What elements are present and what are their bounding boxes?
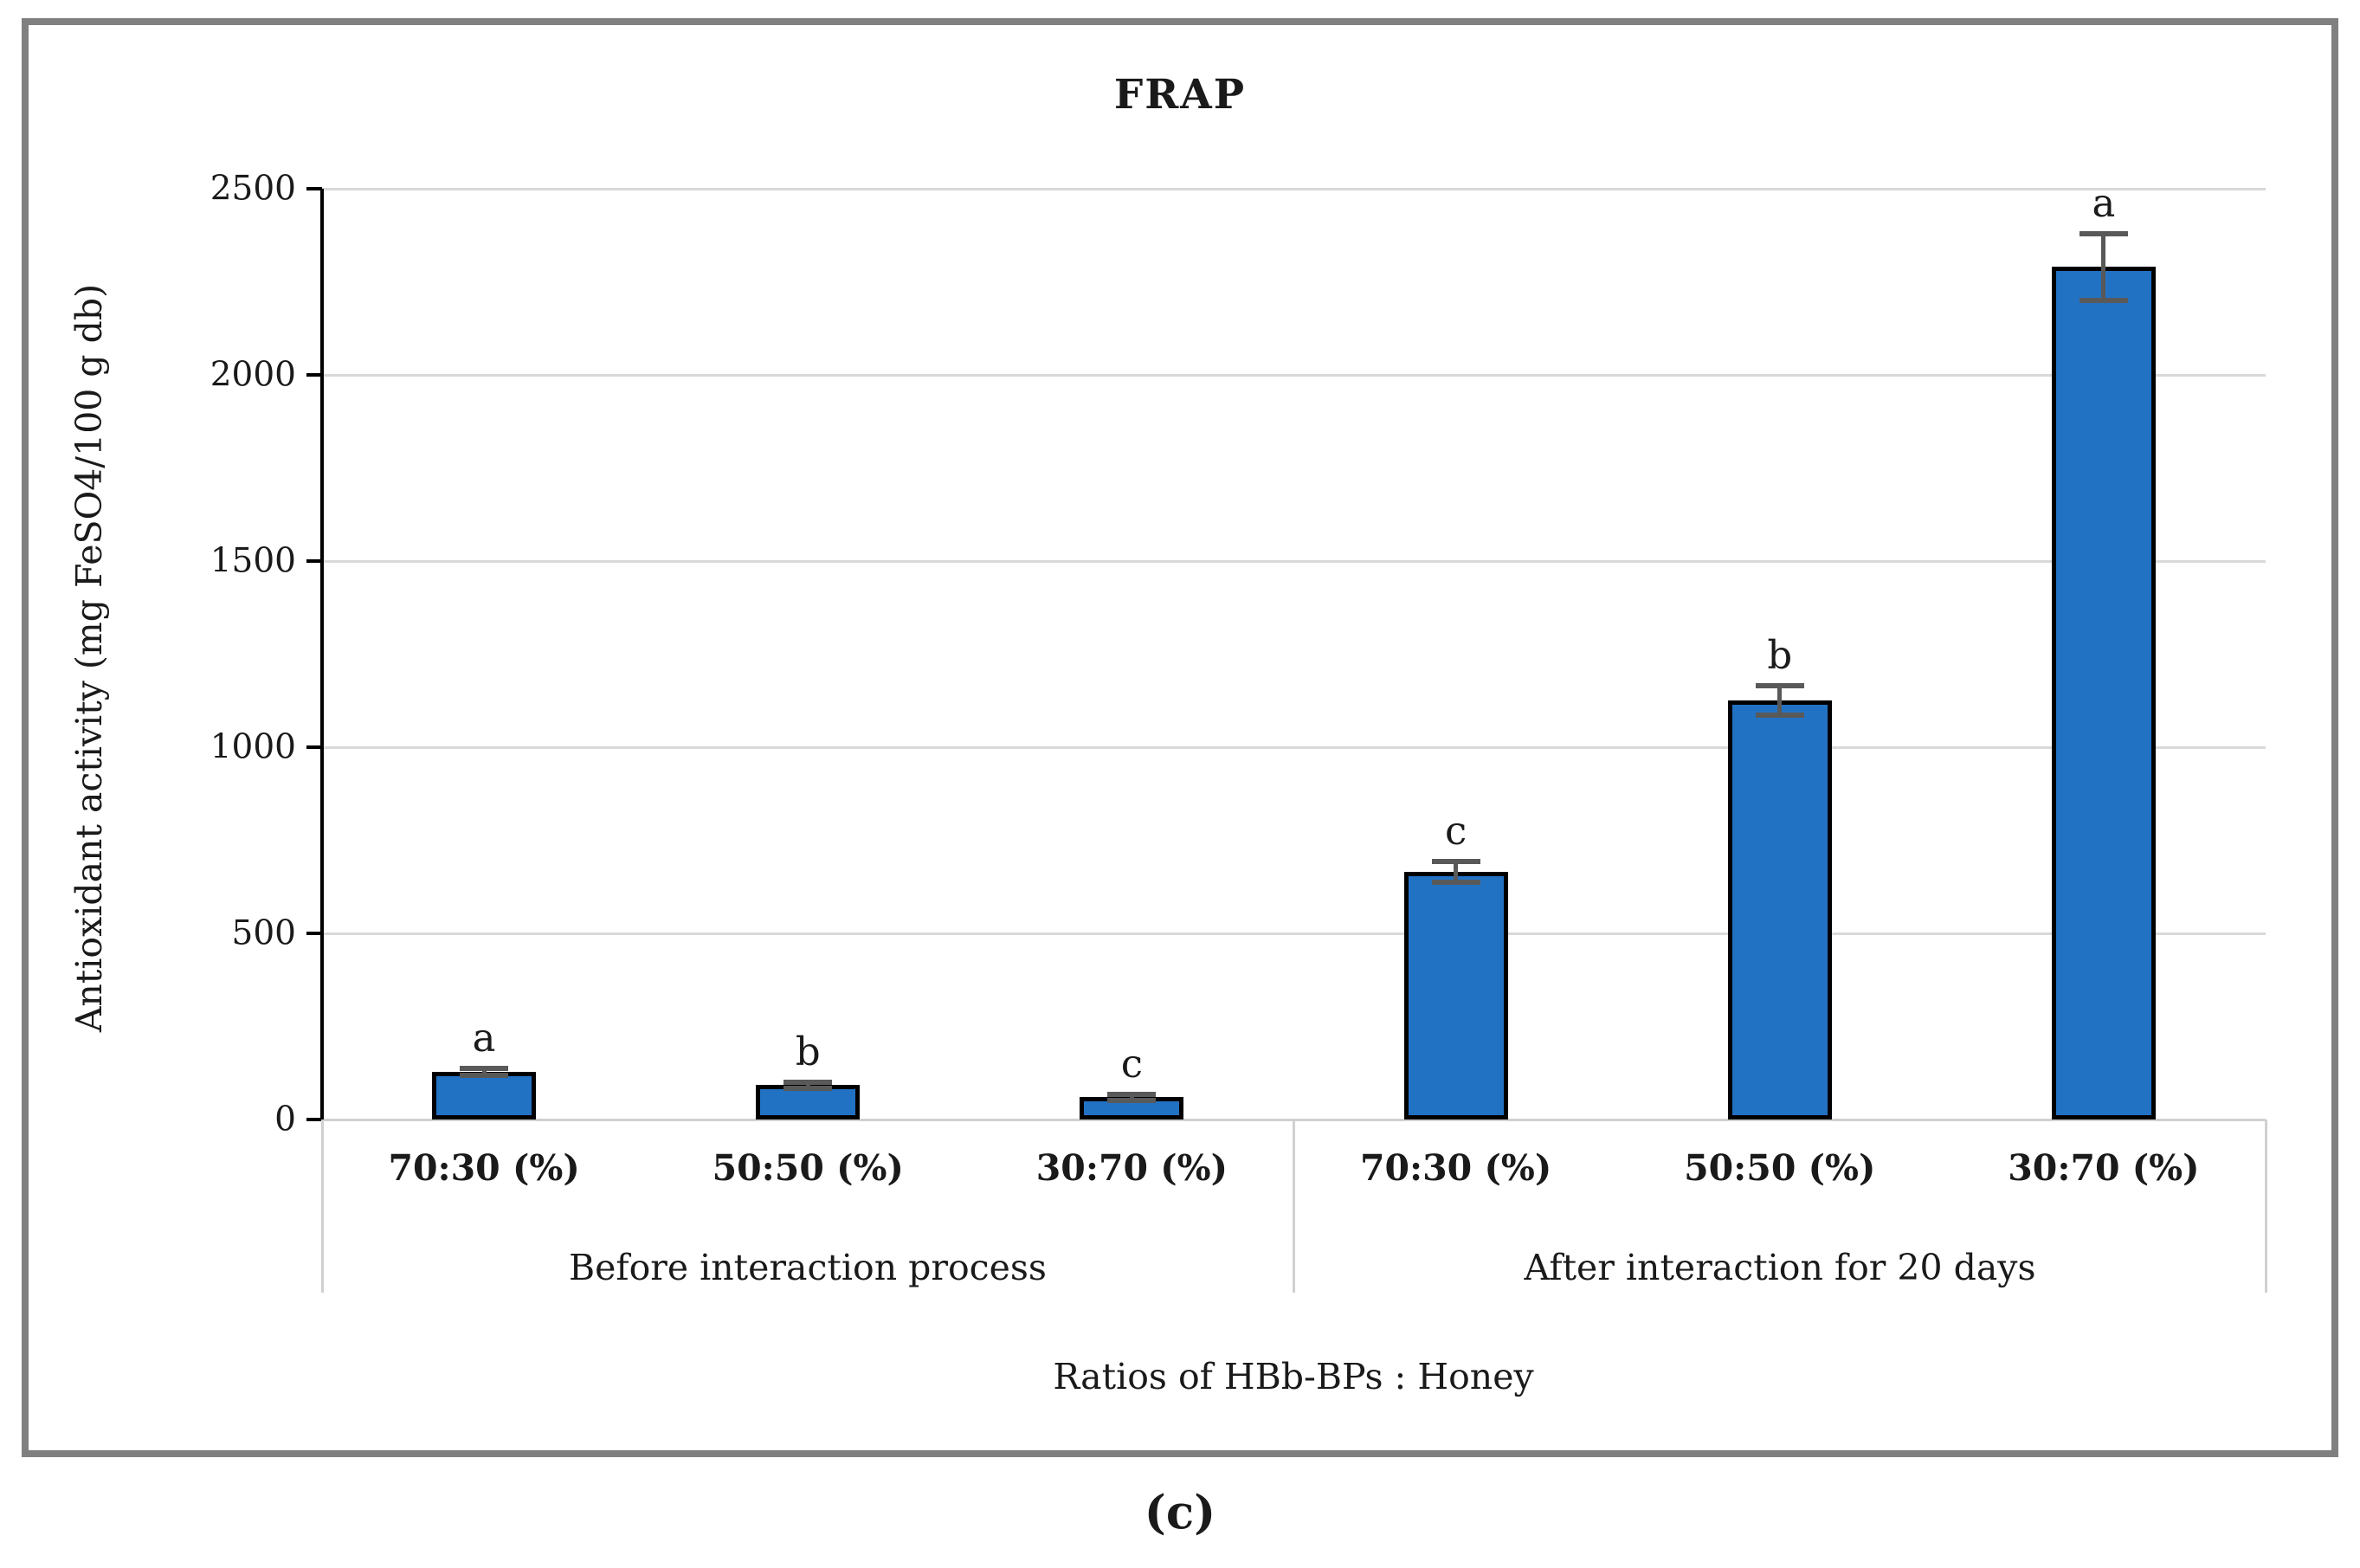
chart-title: FRAP bbox=[1113, 71, 1247, 119]
y-axis-tick bbox=[306, 932, 322, 935]
significance-letter: b bbox=[795, 1029, 821, 1074]
x-axis-title: Ratios of HBb-BPs : Honey bbox=[1053, 1356, 1534, 1397]
error-bar bbox=[1777, 686, 1783, 716]
error-bar-cap-bottom bbox=[1431, 880, 1480, 886]
significance-letter: c bbox=[1444, 808, 1467, 854]
y-tick-label: 500 bbox=[231, 913, 296, 953]
x-tick-label: 30:70 (%) bbox=[2008, 1147, 2200, 1189]
category-group-divider bbox=[2264, 1120, 2267, 1293]
bar bbox=[2051, 267, 2156, 1120]
y-axis-title: Antioxidant activity (mg FeSO4/100 g db) bbox=[68, 283, 110, 1033]
group-label-before: Before interaction process bbox=[569, 1247, 1047, 1288]
significance-letter: a bbox=[2092, 179, 2116, 226]
error-bar-cap-top bbox=[783, 1080, 833, 1085]
error-bar-cap-bottom bbox=[460, 1073, 509, 1079]
category-group-divider bbox=[320, 1120, 324, 1293]
x-tick-label: 30:70 (%) bbox=[1035, 1147, 1228, 1189]
error-bar-cap-top bbox=[1431, 859, 1480, 864]
error-bar bbox=[2101, 233, 2106, 300]
error-bar-cap-top bbox=[2079, 230, 2128, 236]
significance-letter: b bbox=[1767, 632, 1793, 679]
bar bbox=[1727, 700, 1832, 1120]
y-axis-line bbox=[320, 189, 324, 1120]
y-tick-label: 1500 bbox=[210, 541, 296, 581]
group-label-after: After interaction for 20 days bbox=[1524, 1247, 2036, 1288]
y-axis-tick bbox=[306, 187, 322, 190]
y-gridline bbox=[322, 187, 2266, 190]
error-bar bbox=[1129, 1094, 1134, 1100]
error-bar-cap-bottom bbox=[783, 1085, 833, 1091]
y-axis-tick bbox=[306, 559, 322, 563]
category-group-divider bbox=[1293, 1120, 1295, 1293]
y-tick-label: 1000 bbox=[210, 727, 296, 767]
figure-caption: (c) bbox=[1144, 1486, 1216, 1539]
y-tick-label: 2000 bbox=[210, 355, 296, 395]
y-gridline bbox=[322, 559, 2266, 563]
error-bar bbox=[805, 1082, 810, 1088]
y-tick-label: 2500 bbox=[210, 169, 296, 209]
x-tick-label: 50:50 (%) bbox=[712, 1147, 904, 1189]
y-gridline bbox=[322, 745, 2266, 749]
y-tick-label: 0 bbox=[274, 1100, 296, 1139]
error-bar-cap-bottom bbox=[2079, 298, 2128, 303]
x-tick-label: 70:30 (%) bbox=[388, 1147, 580, 1189]
error-bar-cap-bottom bbox=[1107, 1097, 1157, 1103]
y-axis-tick bbox=[306, 1118, 322, 1121]
significance-letter: c bbox=[1120, 1040, 1144, 1087]
error-bar-cap-bottom bbox=[1755, 713, 1804, 719]
y-axis-tick bbox=[306, 373, 322, 377]
error-bar-cap-top bbox=[460, 1065, 509, 1071]
y-gridline bbox=[322, 932, 2266, 935]
x-tick-label: 70:30 (%) bbox=[1359, 1147, 1552, 1189]
significance-letter: a bbox=[472, 1014, 496, 1061]
error-bar-cap-top bbox=[1755, 683, 1804, 689]
error-bar-cap-top bbox=[1107, 1091, 1157, 1097]
bar bbox=[1403, 872, 1508, 1120]
y-axis-tick bbox=[306, 745, 322, 749]
bar bbox=[432, 1071, 537, 1120]
error-bar bbox=[481, 1068, 487, 1076]
error-bar bbox=[1454, 861, 1459, 883]
y-gridline bbox=[322, 373, 2266, 377]
x-tick-label: 50:50 (%) bbox=[1684, 1147, 1876, 1189]
chart-frame bbox=[22, 18, 2338, 1457]
